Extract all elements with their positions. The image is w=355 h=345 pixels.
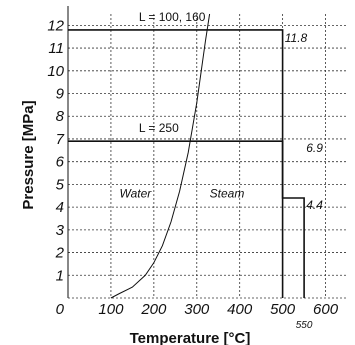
y-tick-label: 9 [56,86,65,103]
y-tick-label: 8 [56,108,65,125]
x-tick-label-extra: 550 [296,320,313,331]
y-axis-title: Pressure [MPa] [20,100,37,209]
y-tick-label: 2 [55,245,65,262]
line-label-1: L = 100, 160 [139,10,206,24]
x-tick-label: 600 [313,301,339,318]
y-tick-label: 3 [56,222,65,239]
line-label-2: L = 250 [139,121,179,135]
annotation-4: Water [120,186,153,200]
y-tick-label: 12 [47,17,64,34]
x-tick-label: 0 [56,301,65,318]
annotation-5: Steam [210,186,245,200]
y-tick-label: 11 [48,40,64,57]
annotation-3: 4.4 [306,198,323,212]
annotation-2: 6.9 [306,141,323,155]
x-tick-label: 400 [227,301,253,318]
y-tick-label: 10 [47,63,64,80]
annotation-1: 11.8 [285,31,308,45]
limit-line-1 [68,29,284,298]
plot-frame [67,6,347,299]
annotation-group: L = 100, 160 L = 250 11.8 6.9 4.4 Water Steam [120,10,324,212]
x-axis-title: Temperature [°C] [130,330,251,345]
x-tick-label: 300 [184,301,210,318]
y-tick-label: 4 [56,199,64,216]
saturation-curve [110,13,211,299]
x-tick-label: 200 [140,301,167,318]
limit-line-2 [68,140,305,298]
y-tick-label: 1 [56,267,64,284]
x-tick-label: 500 [270,301,296,318]
x-tick-label: 100 [98,301,124,318]
series-group [68,13,305,299]
y-tick-label: 5 [56,176,65,193]
grid [68,14,347,298]
y-tick-label: 7 [56,131,65,148]
y-tick-label: 6 [56,154,65,171]
